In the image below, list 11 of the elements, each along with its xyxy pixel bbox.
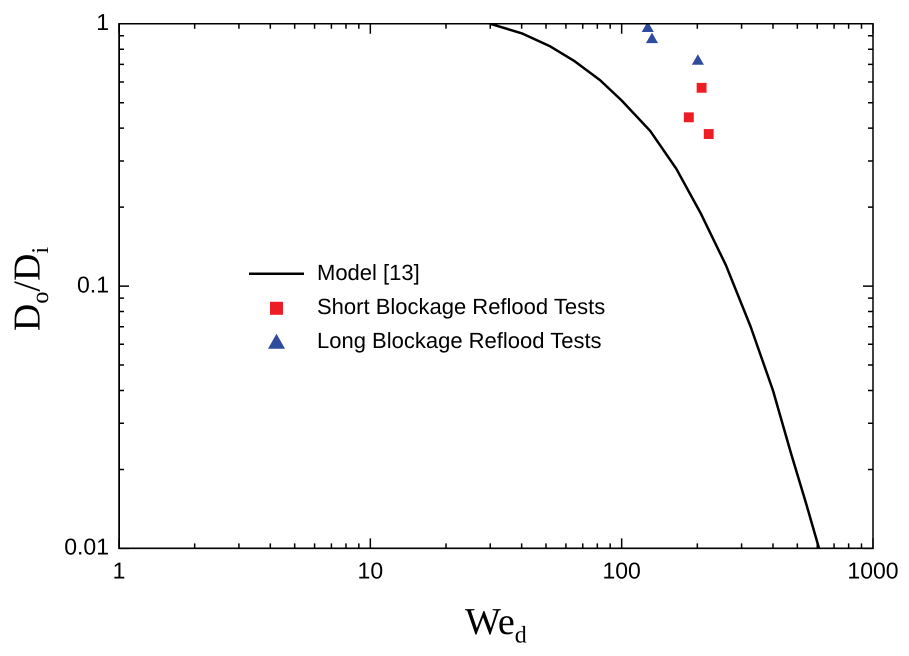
x-axis-title: We$_{d}$: [465, 600, 527, 650]
legend-label: Short Blockage Reflood Tests: [317, 294, 606, 319]
legend-label: Long Blockage Reflood Tests: [317, 328, 602, 353]
legend-label: Model [13]: [317, 260, 420, 285]
x-tick-label: 100: [602, 558, 641, 584]
y-tick-label: 1: [96, 9, 109, 36]
x-tick-label: 1000: [847, 558, 899, 584]
y-tick-label: 0.01: [64, 534, 109, 560]
x-tick-label: 1: [112, 558, 126, 584]
x-tick-label: 10: [358, 558, 384, 584]
y-tick-label: 0.1: [77, 271, 109, 298]
